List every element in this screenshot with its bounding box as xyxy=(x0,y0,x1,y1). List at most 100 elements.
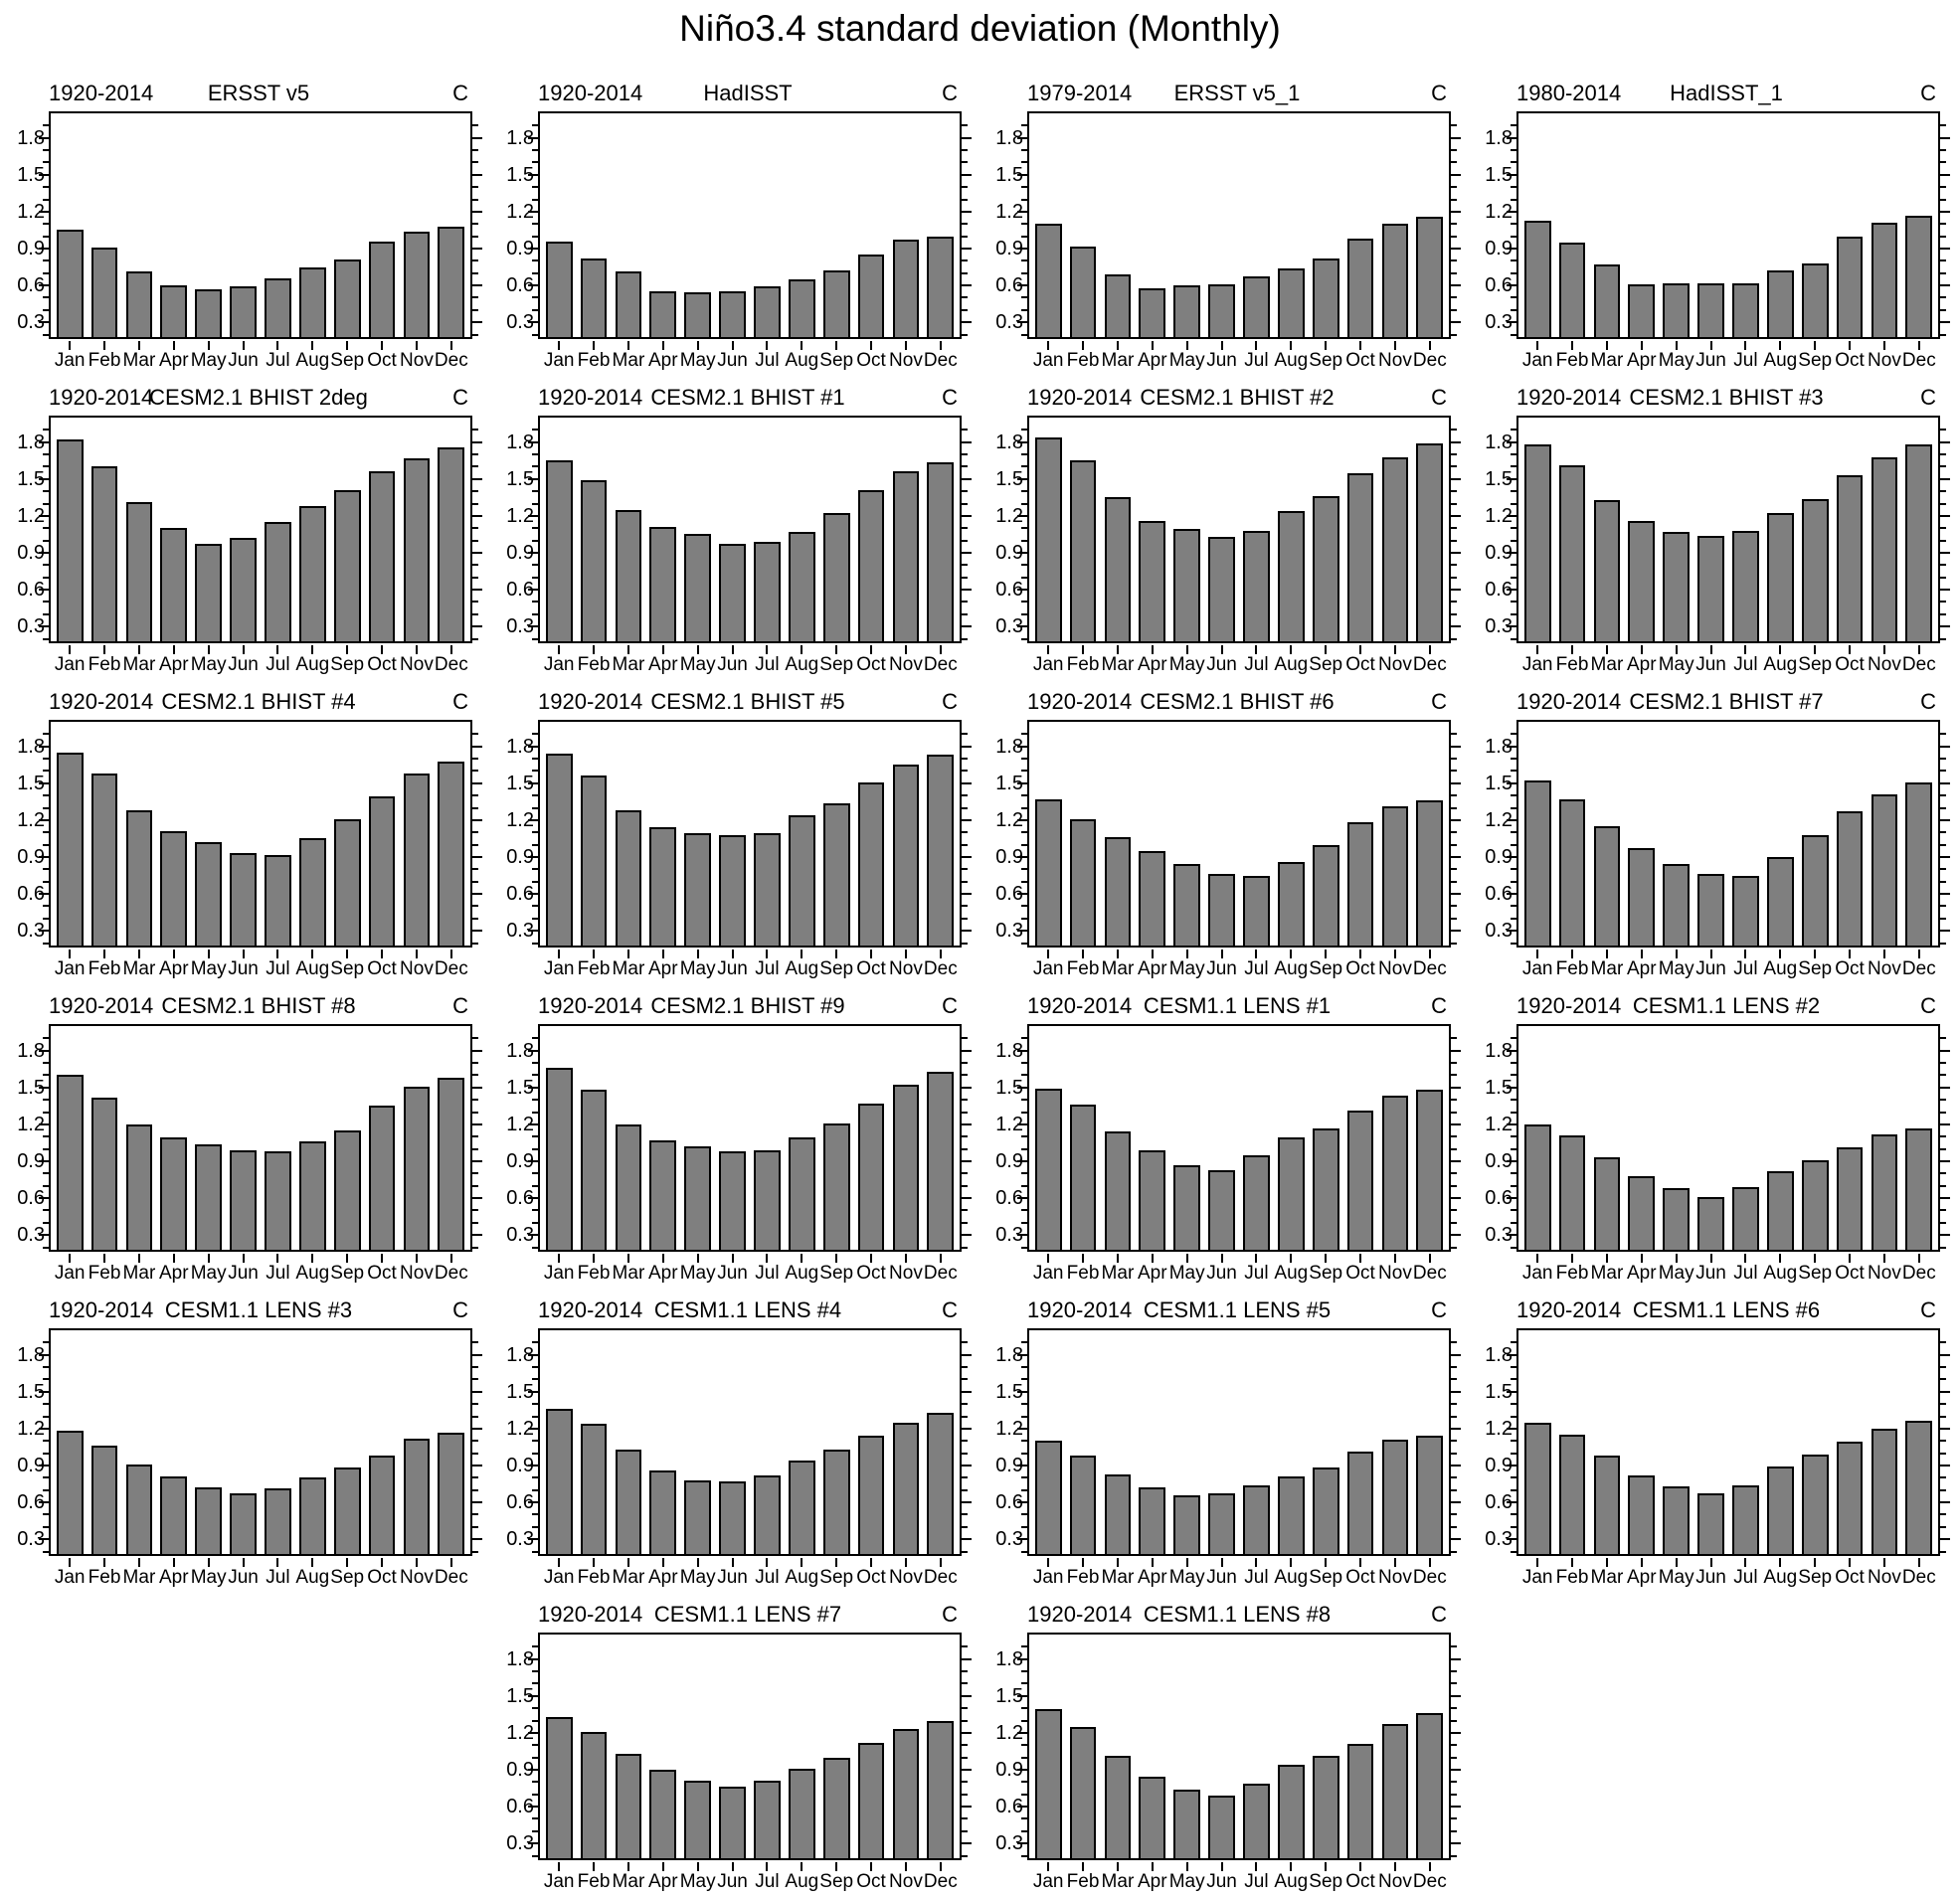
month-label: Mar xyxy=(1101,1263,1135,1284)
panel-header: 1920-2014 CESM1.1 LENS #5 C xyxy=(1027,1296,1447,1324)
bar xyxy=(1069,819,1097,946)
month-label: Feb xyxy=(88,958,121,979)
panel-title: CESM1.1 LENS #6 xyxy=(1632,1297,1821,1322)
bar xyxy=(1104,497,1132,641)
y-minor-tick xyxy=(962,905,968,908)
month-label: Oct xyxy=(367,654,397,675)
y-minor-tick xyxy=(1511,539,1516,542)
x-tick xyxy=(801,645,803,654)
bar xyxy=(1905,1421,1933,1554)
y-minor-tick xyxy=(1511,1452,1516,1455)
y-minor-tick xyxy=(1940,794,1946,797)
y-tick-label: 0.9 xyxy=(506,542,534,564)
bar xyxy=(857,1436,885,1554)
y-major-tick xyxy=(472,552,482,554)
y-tick-label: 1.8 xyxy=(506,431,534,453)
y-minor-tick xyxy=(1021,1403,1027,1406)
x-tick xyxy=(766,341,769,350)
y-minor-tick xyxy=(43,843,49,846)
y-major-tick xyxy=(962,1049,972,1052)
y-minor-tick xyxy=(1451,831,1457,834)
y-major-tick xyxy=(1451,1694,1461,1697)
y-minor-tick xyxy=(43,1221,49,1224)
bar xyxy=(333,490,361,641)
y-minor-tick xyxy=(1940,296,1946,299)
panel-title: CESM1.1 LENS #2 xyxy=(1632,993,1821,1018)
y-tick-label: 0.9 xyxy=(17,846,45,868)
month-label: Jan xyxy=(543,958,575,979)
y-minor-tick xyxy=(1451,576,1457,579)
bar xyxy=(788,815,815,946)
y-minor-tick xyxy=(43,1476,49,1479)
bar xyxy=(1905,444,1933,641)
y-minor-tick xyxy=(1451,1378,1457,1381)
bar xyxy=(927,1413,955,1554)
x-tick xyxy=(207,1254,210,1263)
y-major-tick xyxy=(528,1465,538,1467)
y-minor-tick xyxy=(962,429,968,431)
month-label: Mar xyxy=(612,654,645,675)
y-minor-tick xyxy=(472,223,478,226)
y-tick-label: 0.9 xyxy=(1485,1150,1513,1172)
x-tick xyxy=(276,645,279,654)
x-tick xyxy=(311,1558,314,1567)
y-minor-tick xyxy=(1940,1550,1946,1553)
x-tick xyxy=(939,645,942,654)
x-tick xyxy=(1779,1254,1782,1263)
y-minor-tick xyxy=(1021,1246,1027,1249)
y-major-tick xyxy=(472,173,482,176)
y-minor-tick xyxy=(532,564,538,567)
x-tick xyxy=(1882,645,1885,654)
y-minor-tick xyxy=(532,794,538,797)
y-minor-tick xyxy=(472,601,478,604)
y-major-tick xyxy=(962,1731,972,1734)
y-major-tick xyxy=(1017,1694,1027,1697)
y-tick-label: 0.3 xyxy=(17,311,45,334)
y-minor-tick xyxy=(1940,1221,1946,1224)
x-tick xyxy=(1917,1558,1920,1567)
month-label: Jul xyxy=(1244,1567,1269,1588)
y-minor-tick xyxy=(962,1829,968,1832)
bar xyxy=(1104,274,1132,337)
panel-period-label: 1920-2014 xyxy=(49,1297,154,1322)
x-tick xyxy=(69,949,72,958)
month-label: Sep xyxy=(330,958,365,979)
x-tick xyxy=(1255,1558,1258,1567)
month-label: Apr xyxy=(159,1263,189,1284)
bar xyxy=(1173,1165,1201,1250)
panel-period-label: 1920-2014 xyxy=(1516,689,1622,714)
x-tick xyxy=(346,1558,349,1567)
x-tick xyxy=(1185,341,1188,350)
y-minor-tick xyxy=(1451,1707,1457,1710)
bar xyxy=(545,754,573,946)
y-minor-tick xyxy=(962,1682,968,1685)
month-label: Feb xyxy=(1555,1567,1589,1588)
month-label: Feb xyxy=(577,1871,611,1892)
y-minor-tick xyxy=(1021,794,1027,797)
bar xyxy=(1243,1485,1270,1554)
y-minor-tick xyxy=(532,1488,538,1491)
month-label: Mar xyxy=(122,654,156,675)
y-minor-tick xyxy=(1940,770,1946,773)
panel-unit-label: C xyxy=(452,385,468,410)
bar xyxy=(90,1446,118,1554)
chart-panel: 1920-2014 CESM1.1 LENS #6 C 0.3 0.6 0.9 1.2… xyxy=(1469,1289,1958,1593)
y-major-tick xyxy=(1451,1049,1461,1052)
x-tick xyxy=(731,341,734,350)
month-label: Jan xyxy=(543,350,575,371)
y-tick-label: 0.6 xyxy=(506,1491,534,1514)
y-minor-tick xyxy=(1451,1670,1457,1673)
y-tick-label: 0.9 xyxy=(1485,1455,1513,1476)
y-major-tick xyxy=(472,1234,482,1237)
y-minor-tick xyxy=(472,1403,478,1406)
y-minor-tick xyxy=(1940,223,1946,226)
y-minor-tick xyxy=(1021,1829,1027,1832)
bar xyxy=(545,460,573,641)
x-tick xyxy=(1325,341,1328,350)
month-label: Jan xyxy=(1032,1567,1064,1588)
bar xyxy=(927,755,955,946)
y-minor-tick xyxy=(1511,905,1516,908)
bar xyxy=(545,242,573,337)
bar xyxy=(403,774,431,946)
x-axis-labels: Jan Feb Mar Apr May Jun Jul Aug Sep Oct Nov Dec xyxy=(49,652,468,680)
